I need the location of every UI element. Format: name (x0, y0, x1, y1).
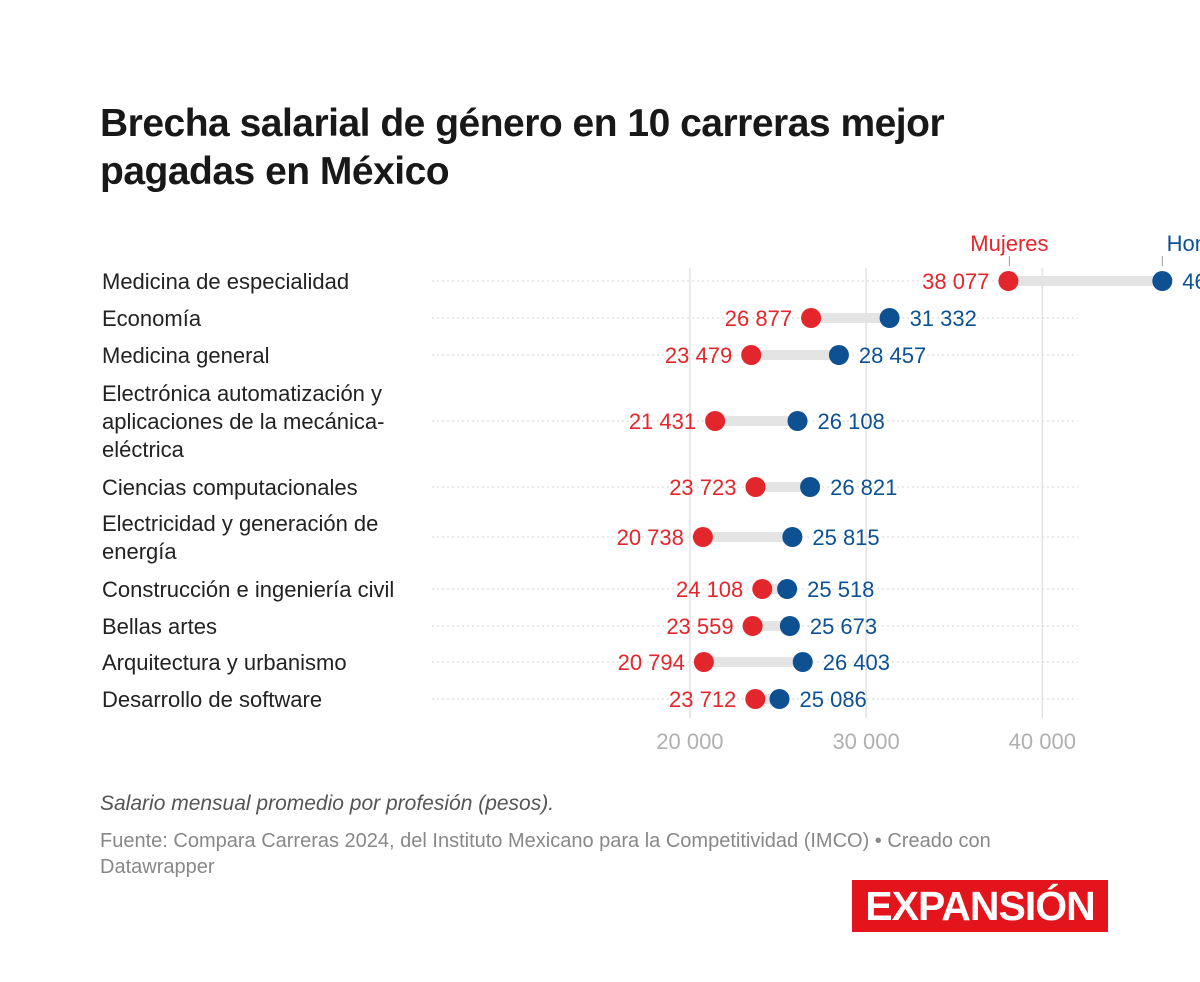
hombres-value-label: 25 086 (800, 687, 867, 712)
chart-rows: Medicina de especialidad 38 077 46 811 Econ… (102, 269, 1200, 712)
category-label: Electricidad y generación de energía (102, 511, 378, 564)
hombres-dot (800, 477, 821, 497)
expansion-logo: EXPANSIÓN (852, 880, 1108, 932)
mujeres-value-label: 23 479 (665, 343, 732, 368)
gridlines (689, 268, 1044, 718)
hombres-dot (787, 411, 808, 431)
mujeres-dot (998, 271, 1019, 291)
mujeres-dot (742, 616, 763, 636)
hombres-value-label: 25 518 (807, 577, 874, 602)
chart-title: Brecha salarial de género en 10 carreras… (100, 102, 945, 193)
mujeres-dot (705, 411, 726, 431)
category-label: Medicina general (102, 343, 270, 368)
hombres-value-label: 28 457 (859, 343, 926, 368)
hombres-value-label: 46 811 (1182, 269, 1200, 294)
chart-note: Salario mensual promedio por profesión (… (100, 792, 555, 815)
mujeres-value-label: 20 738 (617, 525, 684, 550)
mujeres-dot (745, 689, 766, 709)
legend-hombres: Hombres (1167, 231, 1200, 256)
hombres-value-label: 26 108 (818, 409, 885, 434)
mujeres-value-label: 20 794 (618, 650, 685, 675)
mujeres-dot (692, 527, 713, 547)
mujeres-value-label: 24 108 (676, 577, 743, 602)
source-credit: Fuente: Compara Carreras 2024, del Insti… (100, 830, 991, 878)
x-tick-label: 20 000 (656, 729, 723, 754)
mujeres-value-label: 21 431 (629, 409, 696, 434)
mujeres-value-label: 38 077 (922, 269, 989, 294)
hombres-value-label: 25 815 (812, 525, 879, 550)
category-label: Desarrollo de software (102, 687, 322, 712)
legend-mujeres: Mujeres (970, 231, 1048, 256)
mujeres-value-label: 23 712 (669, 687, 736, 712)
mujeres-value-label: 23 723 (669, 475, 736, 500)
hombres-dot (1152, 271, 1173, 291)
category-label: Ciencias computacionales (102, 475, 358, 500)
mujeres-dot (741, 345, 762, 365)
mujeres-value-label: 23 559 (666, 614, 733, 639)
x-axis-ticks: 20 000 30 000 40 000 (656, 729, 1076, 754)
mujeres-dot (745, 477, 766, 497)
hombres-value-label: 25 673 (810, 614, 877, 639)
hombres-dot (828, 345, 849, 365)
hombres-dot (779, 616, 800, 636)
mujeres-dot (693, 652, 714, 672)
hombres-value-label: 31 332 (910, 306, 977, 331)
hombres-value-label: 26 821 (830, 475, 897, 500)
category-label: Arquitectura y urbanismo (102, 650, 347, 675)
mujeres-dot (752, 579, 773, 599)
mujeres-value-label: 26 877 (725, 306, 792, 331)
category-label: Construcción e ingeniería civil (102, 577, 394, 602)
x-tick-label: 30 000 (832, 729, 899, 754)
hombres-dot (769, 689, 790, 709)
hombres-dot (782, 527, 803, 547)
x-tick-label: 40 000 (1009, 729, 1076, 754)
category-label: Bellas artes (102, 614, 217, 639)
category-label: Electrónica automatización y aplicaciones… (102, 381, 385, 462)
category-label: Medicina de especialidad (102, 269, 349, 294)
mujeres-dot (801, 308, 822, 328)
category-label: Economía (102, 306, 202, 331)
hombres-dot (879, 308, 900, 328)
hombres-dot (777, 579, 798, 599)
hombres-value-label: 26 403 (823, 650, 890, 675)
chart-legend: Mujeres Hombres (970, 231, 1200, 266)
hombres-dot (792, 652, 813, 672)
